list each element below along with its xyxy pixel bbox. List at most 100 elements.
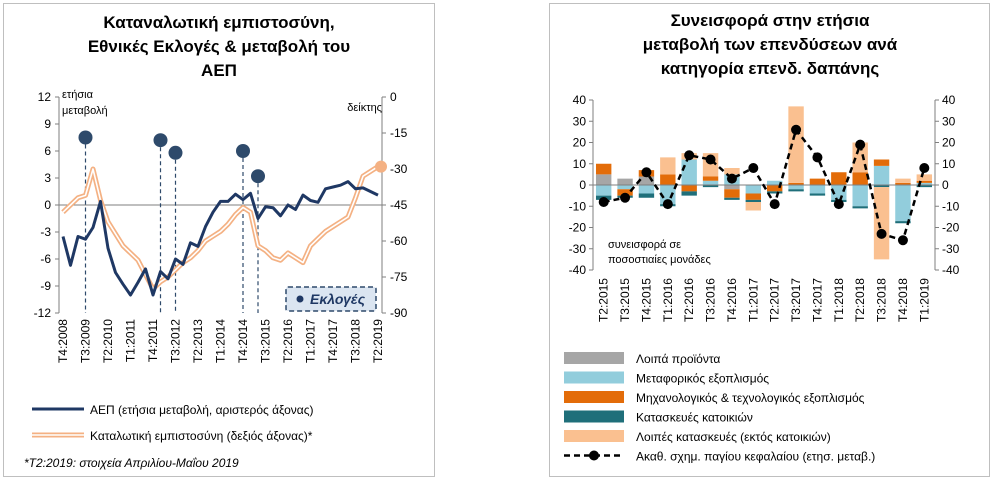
investment-contribution-chart: Συνεισφορά στην ετήσια μεταβολή των επενδ… xyxy=(564,11,960,464)
left-tick-label: 12 xyxy=(38,90,52,104)
left-tick-label: -40 xyxy=(569,263,587,277)
bar-segment xyxy=(873,185,890,188)
bar-segment xyxy=(809,193,826,196)
x-tick-label: Τ3:2016 xyxy=(704,278,718,322)
left-tick-label: -20 xyxy=(569,221,587,235)
left-tick-label: 0 xyxy=(44,198,51,212)
chart-title-line: κατηγορία επενδ. δαπάνης xyxy=(661,59,880,78)
left-tick-label: -3 xyxy=(40,225,51,239)
right-tick-label: 0 xyxy=(942,178,949,192)
x-tick-label: Τ2:2015 xyxy=(597,278,611,322)
left-tick-label: 10 xyxy=(573,157,587,171)
bar-segment xyxy=(852,206,868,209)
bar-segment xyxy=(724,168,740,175)
legend-swatch xyxy=(564,371,624,384)
legend-label: Κατασκευές κατοικιών xyxy=(636,411,753,425)
bar-segment xyxy=(895,185,911,222)
investment-point xyxy=(855,139,866,150)
bar-segment xyxy=(681,191,697,196)
bar-segment xyxy=(617,185,633,190)
investment-point xyxy=(662,199,673,210)
legend-gdp-label: ΑΕΠ (ετήσια μεταβολή, αριστερός άξονας) xyxy=(90,403,314,417)
bar-segment xyxy=(788,182,804,185)
bar-segment xyxy=(660,185,676,205)
gdp-confidence-chart: Καταναλωτική εμπιστοσύνη, Εθνικές Εκλογές… xyxy=(24,13,408,470)
x-tick-label: Τ3:2018 xyxy=(349,319,363,363)
left-tick-label: -12 xyxy=(34,306,52,320)
bar-segment xyxy=(895,178,911,183)
legend-label: Λοιπές κατασκευές (εκτός κατοικιών) xyxy=(636,430,831,444)
left-axis-note: μεταβολή xyxy=(62,105,108,117)
investment-point xyxy=(748,163,759,173)
investment-line xyxy=(603,127,926,242)
x-tick-label: Τ4:2016 xyxy=(725,278,739,322)
left-tick-label: 30 xyxy=(573,114,587,128)
legend-swatch xyxy=(564,430,624,442)
right-tick-label: -45 xyxy=(390,198,408,212)
x-tick-label: Τ4:2008 xyxy=(56,319,70,363)
x-tick-label: Τ1:2017 xyxy=(304,319,318,363)
bar-segment xyxy=(724,197,740,200)
bar-segment xyxy=(873,187,890,260)
chart-title-line: ΑΕΠ xyxy=(201,61,237,80)
left-tick-label: 0 xyxy=(579,178,586,192)
legend-label: Ακαθ. σχημ. παγίου κεφαλαίου (ετησ. μετα… xyxy=(636,450,875,464)
investment-point xyxy=(791,124,802,135)
bar-segment xyxy=(595,185,612,196)
bar-segment xyxy=(638,176,655,185)
bar-segment xyxy=(595,174,612,185)
right-chart-panel: Συνεισφορά στην ετήσια μεταβολή των επενδ… xyxy=(549,3,990,477)
bar-segment xyxy=(916,180,933,183)
bar-segment xyxy=(916,185,933,188)
election-marker xyxy=(168,145,183,160)
units-note: συνεισφορά σε xyxy=(608,239,681,251)
x-tick-label: Τ3:2009 xyxy=(79,319,93,363)
x-tick-label: Τ4:2017 xyxy=(326,319,340,363)
footnote: *Τ2:2019: στοιχεία Απριλίου-Μαΐου 2019 xyxy=(24,456,239,470)
x-tick-label: Τ1:2018 xyxy=(832,278,846,322)
x-tick-label: Τ2:2019 xyxy=(371,319,385,363)
elections-legend-box xyxy=(285,286,377,312)
investment-point xyxy=(705,154,716,165)
x-tick-label: Τ4:2015 xyxy=(639,278,653,322)
chart-title-line: Εθνικές Εκλογές & μεταβολή του xyxy=(88,37,350,56)
bar-segment xyxy=(916,182,933,185)
right-tick-label: -75 xyxy=(390,270,408,284)
election-marker xyxy=(153,133,168,148)
bar-segment xyxy=(895,221,911,224)
bar-segment xyxy=(681,185,697,192)
bar-segment xyxy=(831,172,847,185)
bar-segment xyxy=(766,185,783,192)
x-tick-label: Τ2:2010 xyxy=(101,319,115,363)
bar-segment xyxy=(788,185,804,190)
right-tick-label: -90 xyxy=(390,306,408,320)
bar-segment xyxy=(809,178,826,185)
legend-line-marker xyxy=(589,450,599,461)
investment-point xyxy=(641,167,652,178)
bar-segment xyxy=(660,174,676,185)
x-tick-label: Τ2:2018 xyxy=(853,278,867,322)
investment-point xyxy=(833,199,844,210)
x-tick-label: Τ3:2012 xyxy=(169,319,183,363)
right-tick-label: 40 xyxy=(942,93,956,107)
right-tick-label: 10 xyxy=(942,157,956,171)
confidence-last-point xyxy=(375,160,387,173)
elections-legend-dot xyxy=(296,295,304,303)
x-tick-label: Τ2:2017 xyxy=(768,278,782,322)
bar-segment xyxy=(724,189,740,198)
left-tick-label: 3 xyxy=(44,171,51,185)
elections-legend-label: Εκλογές xyxy=(310,291,366,307)
right-tick-label: -10 xyxy=(942,199,960,213)
bar-segment xyxy=(788,189,804,192)
right-tick-label: -60 xyxy=(390,234,408,248)
right-tick-label: 30 xyxy=(942,114,956,128)
right-tick-label: -15 xyxy=(390,126,408,140)
bar-segment xyxy=(702,180,719,185)
right-tick-label: 20 xyxy=(942,136,956,150)
left-tick-label: -10 xyxy=(569,199,587,213)
legend-swatch xyxy=(564,352,624,364)
right-tick-label: -30 xyxy=(942,242,960,256)
left-tick-label: 40 xyxy=(573,93,587,107)
left-tick-label: -9 xyxy=(40,279,51,293)
investment-point xyxy=(684,150,695,161)
